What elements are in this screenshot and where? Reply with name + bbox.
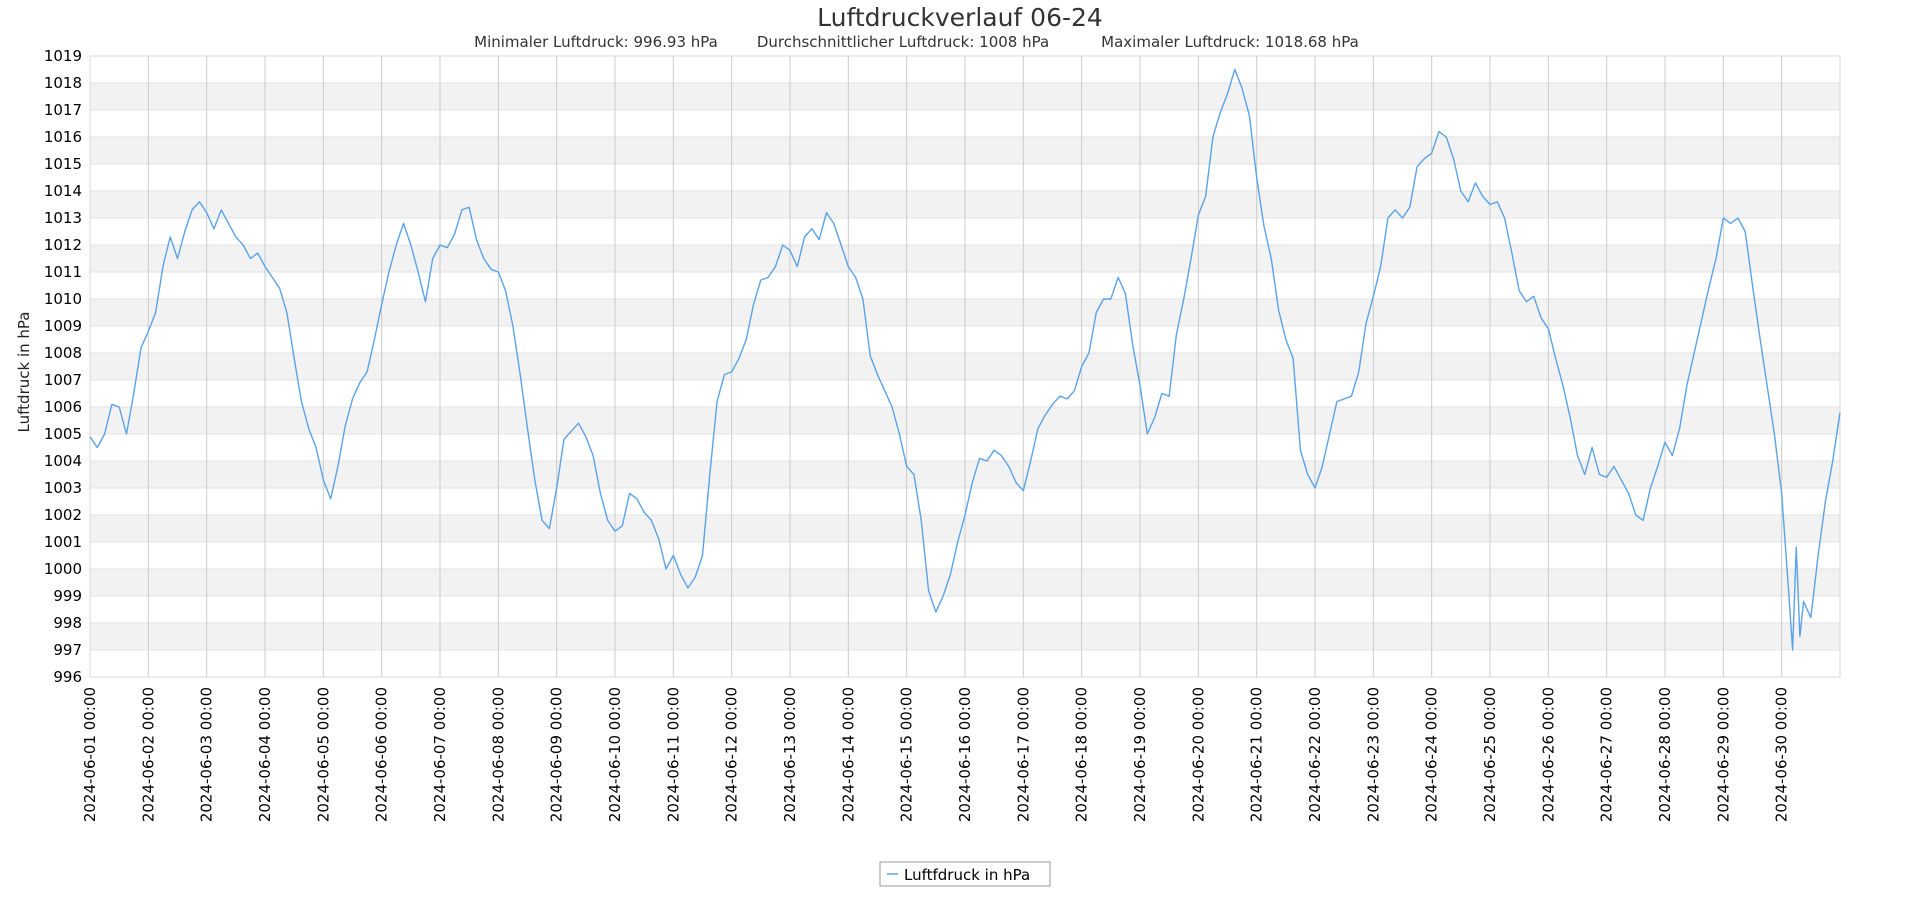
y-tick-label: 1017 bbox=[44, 101, 82, 119]
y-tick-label: 997 bbox=[53, 641, 82, 659]
x-tick-label: 2024-06-12 00:00 bbox=[723, 687, 741, 822]
y-tick-label: 1002 bbox=[44, 506, 82, 524]
y-tick-label: 1010 bbox=[44, 290, 82, 308]
x-tick-label: 2024-06-22 00:00 bbox=[1306, 687, 1324, 822]
subtitle-max: Maximaler Luftdruck: 1018.68 hPa bbox=[1101, 33, 1359, 51]
y-tick-label: 1011 bbox=[44, 263, 82, 281]
y-tick-label: 1007 bbox=[44, 371, 82, 389]
y-tick-label: 1001 bbox=[44, 533, 82, 551]
legend-label: Luftfdruck in hPa bbox=[904, 866, 1030, 884]
series-group bbox=[89, 68, 1841, 651]
y-tick-label: 1018 bbox=[44, 74, 82, 92]
y-tick-label: 1014 bbox=[44, 182, 82, 200]
x-tick-label: 2024-06-20 00:00 bbox=[1189, 687, 1207, 822]
x-tick-label: 2024-06-30 00:00 bbox=[1773, 687, 1791, 822]
x-tick-label: 2024-06-13 00:00 bbox=[781, 687, 799, 822]
legend-box bbox=[879, 861, 1051, 887]
x-tick-label: 2024-06-09 00:00 bbox=[548, 687, 566, 822]
x-tick-label: 2024-06-08 00:00 bbox=[489, 687, 507, 822]
y-tick-label: 996 bbox=[53, 668, 82, 686]
subtitle-avg: Durchschnittlicher Luftdruck: 1008 hPa bbox=[757, 33, 1049, 51]
x-tick-label: 2024-06-03 00:00 bbox=[198, 687, 216, 822]
x-tick-label: 2024-06-28 00:00 bbox=[1656, 687, 1674, 822]
x-tick-label: 2024-06-26 00:00 bbox=[1539, 687, 1557, 822]
y-tick-label: 1004 bbox=[44, 452, 82, 470]
legend[interactable]: Luftfdruck in hPa bbox=[879, 861, 1051, 887]
y-tick-label: 1016 bbox=[44, 128, 82, 146]
x-tick-label: 2024-06-29 00:00 bbox=[1714, 687, 1732, 822]
x-tick-label: 2024-06-21 00:00 bbox=[1248, 687, 1266, 822]
plot-border bbox=[89, 55, 1841, 678]
x-tick-label: 2024-06-18 00:00 bbox=[1073, 687, 1091, 822]
y-tick-label: 1013 bbox=[44, 209, 82, 227]
y-tick-label: 1005 bbox=[44, 425, 82, 443]
y-tick-label: 1015 bbox=[44, 155, 82, 173]
y-tick-label: 1006 bbox=[44, 398, 82, 416]
x-tick-label: 2024-06-14 00:00 bbox=[839, 687, 857, 822]
series-line bbox=[89, 68, 1841, 651]
y-tick-label: 1019 bbox=[44, 47, 82, 65]
x-tick-label: 2024-06-16 00:00 bbox=[956, 687, 974, 822]
x-tick-label: 2024-06-01 00:00 bbox=[81, 687, 99, 822]
y-tick-label: 1003 bbox=[44, 479, 82, 497]
x-tick-label: 2024-06-27 00:00 bbox=[1598, 687, 1616, 822]
y-axis: 996 997 998 999 1000 1001 1002 1003 1004 1005 1006… bbox=[44, 47, 82, 686]
subtitle-min: Minimaler Luftdruck: 996.93 hPa bbox=[474, 33, 718, 51]
y-axis-label: Luftdruck in hPa bbox=[15, 312, 33, 433]
x-tick-label: 2024-06-06 00:00 bbox=[373, 687, 391, 822]
y-tick-label: 999 bbox=[53, 587, 82, 605]
x-tick-label: 2024-06-02 00:00 bbox=[139, 687, 157, 822]
y-tick-label: 1009 bbox=[44, 317, 82, 335]
x-tick-label: 2024-06-25 00:00 bbox=[1481, 687, 1499, 822]
x-tick-label: 2024-06-23 00:00 bbox=[1364, 687, 1382, 822]
x-tick-label: 2024-06-07 00:00 bbox=[431, 687, 449, 822]
grid-lines bbox=[89, 55, 1841, 678]
x-axis: 2024-06-01 00:00 2024-06-02 00:00 2024-06-… bbox=[81, 687, 1791, 822]
x-tick-label: 2024-06-04 00:00 bbox=[256, 687, 274, 822]
chart-title: Luftdruckverlauf 06-24 bbox=[817, 3, 1103, 32]
y-tick-label: 998 bbox=[53, 614, 82, 632]
x-tick-label: 2024-06-05 00:00 bbox=[314, 687, 332, 822]
x-tick-label: 2024-06-24 00:00 bbox=[1423, 687, 1441, 822]
x-tick-label: 2024-06-11 00:00 bbox=[664, 687, 682, 822]
x-tick-label: 2024-06-17 00:00 bbox=[1014, 687, 1032, 822]
y-tick-label: 1012 bbox=[44, 236, 82, 254]
x-tick-label: 2024-06-15 00:00 bbox=[898, 687, 916, 822]
x-tick-label: 2024-06-10 00:00 bbox=[606, 687, 624, 822]
y-tick-label: 1008 bbox=[44, 344, 82, 362]
y-tick-label: 1000 bbox=[44, 560, 82, 578]
x-tick-label: 2024-06-19 00:00 bbox=[1131, 687, 1149, 822]
